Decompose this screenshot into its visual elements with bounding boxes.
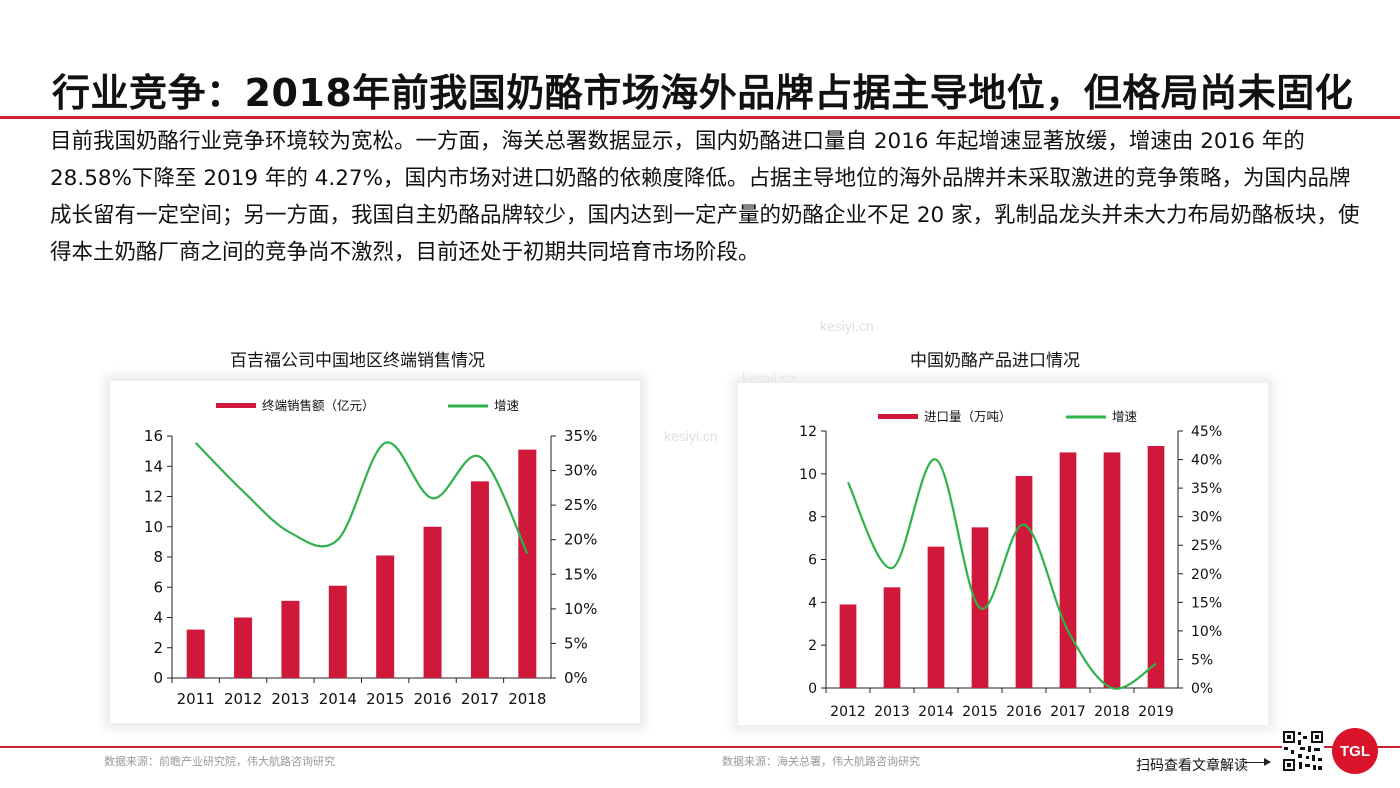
y-tick-label: 4 [153,609,163,627]
y2-tick-label: 0% [564,669,588,687]
y-tick-label: 10 [799,467,817,483]
y-tick-label: 10 [144,518,163,536]
y-tick-label: 4 [808,595,817,611]
legend-line-label: 增速 [1112,409,1138,424]
watermark: kesiyi.cn [664,428,718,444]
y2-tick-label: 40% [1191,453,1222,469]
y-tick-label: 2 [808,638,817,654]
y2-tick-label: 10% [1191,624,1222,640]
page-title: 行业竞争：2018年前我国奶酪市场海外品牌占据主导地位，但格局尚未固化 [52,71,1354,115]
legend-bar-swatch [878,414,918,419]
y2-tick-label: 35% [564,427,597,445]
bar [927,546,945,688]
y2-tick-label: 10% [564,600,597,618]
bar [186,629,205,678]
x-tick-label: 2017 [461,690,499,708]
y-tick-label: 8 [153,548,163,566]
chart1-panel: 0 2 4 6 8 10 12 14 16 0% 5% 10% 15% 20% 25% 30% 35% 2011 2… [110,381,640,723]
y-tick-label: 16 [144,427,163,445]
y2-tick-label: 15% [1191,595,1222,611]
y2-tick-label: 25% [1191,538,1222,554]
bar [234,617,253,678]
y-tick-label: 0 [153,669,163,687]
y-tick-label: 14 [144,457,163,475]
x-tick-label: 2012 [224,690,262,708]
source-left: 数据来源：前瞻产业研究院，伟大航路咨询研究 [104,755,335,768]
x-tick-label: 2018 [508,690,546,708]
intro-paragraph: 目前我国奶酪行业竞争环境较为宽松。一方面，海关总署数据显示，国内奶酪进口量自 2… [50,129,1360,265]
legend-bar-label: 进口量（万吨） [924,409,1012,424]
y-tick-label: 12 [144,488,163,506]
bar [839,604,857,688]
x-tick-label: 2012 [830,704,866,720]
source-right: 数据来源：海关总署，伟大航路咨询研究 [722,755,920,768]
watermark: kesiyi.cn [820,318,874,334]
y-tick-label: 12 [799,424,817,440]
y-tick-label: 6 [153,578,163,596]
y2-tick-label: 5% [1191,652,1213,668]
y2-tick-label: 30% [1191,510,1222,526]
y2-tick-label: 45% [1191,424,1222,440]
bar [1059,452,1077,688]
x-tick-label: 2011 [177,690,215,708]
x-tick-label: 2016 [413,690,451,708]
legend-bar-swatch [216,403,256,408]
x-tick-label: 2014 [319,690,357,708]
y2-tick-label: 25% [564,496,597,514]
sales-chart: 0 2 4 6 8 10 12 14 16 0% 5% 10% 15% 20% 25% 30% 35% 2011 2… [144,398,597,708]
legend-bar-label: 终端销售额（亿元） [262,398,375,413]
bar [518,449,537,678]
footer-divider [0,746,1400,748]
growth-line [847,458,1157,690]
y2-tick-label: 5% [564,634,588,652]
tgl-logo: TGL [1332,728,1378,774]
y2-tick-label: 0% [1191,681,1213,697]
scan-text: 扫码查看文章解读 [1136,758,1248,774]
x-tick-label: 2013 [271,690,309,708]
y-tick-label: 8 [808,510,817,526]
bar [1147,445,1165,688]
bar [376,555,395,678]
y2-tick-label: 20% [564,531,597,549]
bar [281,600,300,678]
title-divider [0,116,1400,119]
x-tick-label: 2013 [874,704,910,720]
y2-tick-label: 35% [1191,481,1222,497]
y2-tick-label: 30% [564,462,597,480]
x-tick-label: 2018 [1094,704,1130,720]
chart2-panel: 0 2 4 6 8 10 12 0% 5% 10% 15% 20% 25% 30% 35% 40% 45% 201… [738,383,1268,725]
arrow-right-icon [1244,758,1271,766]
import-chart: 0 2 4 6 8 10 12 0% 5% 10% 15% 20% 25% 30% 35% 40% 45% 201… [799,409,1222,720]
chart2-title: 中国奶酪产品进口情况 [910,351,1080,371]
watermark: kesiyi.cn [742,370,796,386]
bar [470,481,489,678]
x-tick-label: 2015 [366,690,404,708]
bar [423,526,442,678]
x-tick-label: 2014 [918,704,954,720]
y-tick-label: 2 [153,639,163,657]
x-tick-label: 2016 [1006,704,1042,720]
qr-code-icon[interactable] [1282,730,1324,772]
y2-tick-label: 15% [564,565,597,583]
x-tick-label: 2015 [962,704,998,720]
bar [1103,452,1121,688]
bar [1015,475,1033,688]
legend-line-label: 增速 [494,398,520,413]
bar [328,585,347,678]
x-tick-label: 2019 [1138,704,1174,720]
y2-tick-label: 20% [1191,567,1222,583]
x-tick-label: 2017 [1050,704,1086,720]
chart1-title: 百吉福公司中国地区终端销售情况 [230,351,485,371]
bar [883,587,901,688]
y-tick-label: 0 [808,681,817,697]
y-tick-label: 6 [808,553,817,569]
